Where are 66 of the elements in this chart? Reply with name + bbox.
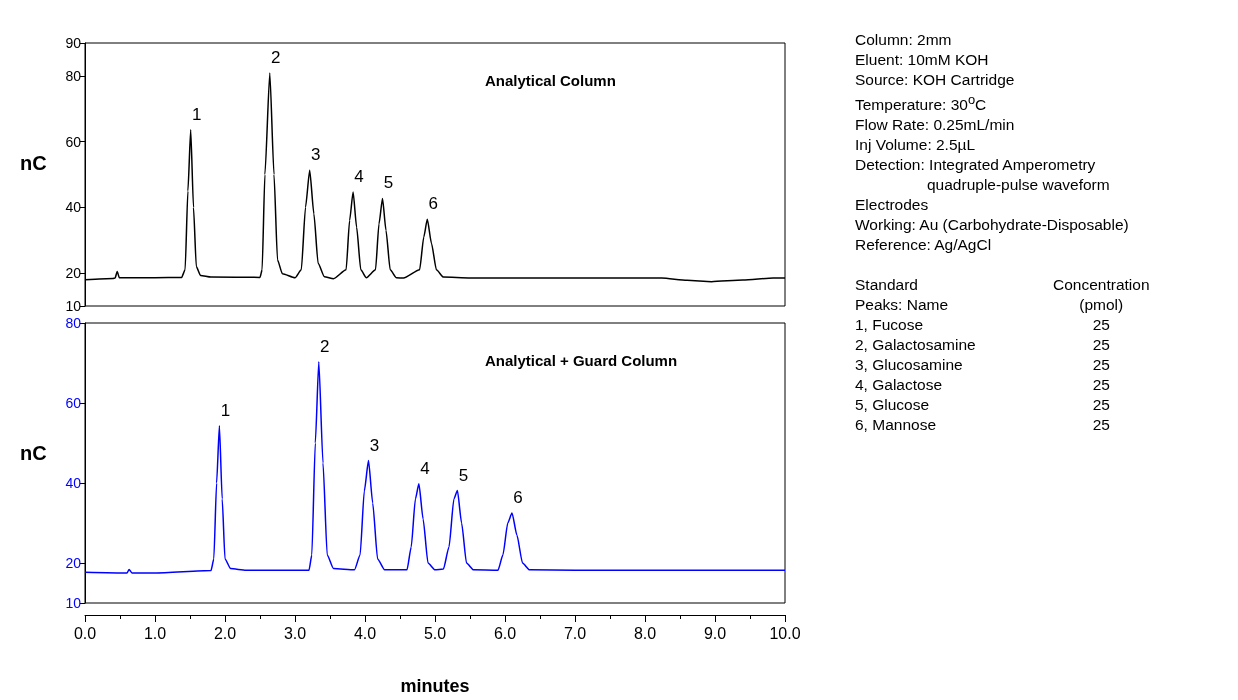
x-tick-label: 5.0 bbox=[423, 624, 447, 642]
x-tick-label: 1.0 bbox=[143, 624, 167, 642]
annotation: 1 bbox=[220, 400, 231, 420]
y-tick-label: 10 bbox=[65, 298, 82, 314]
text: 4, Galactose bbox=[855, 375, 944, 396]
annotation: 5 bbox=[458, 465, 469, 485]
text: Detection: Integrated Amperometry bbox=[855, 155, 1097, 176]
x-tick-label: 3.0 bbox=[283, 624, 307, 642]
text: 5, Glucose bbox=[855, 395, 931, 416]
text: Temperature: 30$^{o}$C bbox=[855, 91, 988, 116]
annotation: 2 bbox=[271, 47, 281, 67]
annotation: 5 bbox=[383, 173, 394, 193]
annotation: 6 bbox=[428, 194, 439, 214]
source-note: Source: KOH Cartridge bbox=[855, 70, 1016, 90]
y-tick-label: 80 bbox=[65, 315, 82, 331]
annotation: 3 bbox=[369, 435, 380, 455]
y-tick-label: 40 bbox=[65, 199, 82, 216]
x-tick-label: 7.0 bbox=[563, 624, 587, 642]
text: 25 bbox=[1091, 355, 1111, 376]
text: Reference: Ag/AgCl bbox=[855, 235, 993, 256]
text: 25 bbox=[1091, 335, 1111, 356]
y-tick-label: 60 bbox=[65, 395, 82, 411]
text: Eluent: 10mM KOH bbox=[855, 50, 990, 70]
x-tick-label: 6.0 bbox=[493, 624, 517, 642]
text: 3, Glucosamine bbox=[855, 355, 964, 376]
y-tick-label: 90 bbox=[65, 35, 82, 51]
text: Standard bbox=[855, 275, 919, 296]
annotation: 1 bbox=[191, 104, 202, 124]
text: Working: Au (Carbohydrate-Disposable) bbox=[855, 215, 1130, 236]
y-axis-title: nC bbox=[20, 442, 47, 465]
y-axis-title: nC bbox=[20, 152, 47, 175]
text: Concentration bbox=[1052, 275, 1150, 296]
y-tick-label: 40 bbox=[65, 475, 82, 491]
text: 1, Fucose bbox=[855, 315, 925, 336]
text: Column: 2mm bbox=[855, 30, 953, 50]
annotation: 3 bbox=[310, 145, 321, 165]
x-tick-label: 4.0 bbox=[353, 624, 377, 642]
text: Inj Volume: 2.5µL bbox=[855, 135, 977, 156]
annotation: 6 bbox=[513, 488, 523, 507]
x-tick-label: 10.0 bbox=[769, 624, 801, 642]
text: 25 bbox=[1091, 415, 1111, 436]
annotation: 2 bbox=[320, 336, 330, 356]
annotation: 4 bbox=[420, 458, 430, 478]
x-tick-label: 0.0 bbox=[73, 624, 97, 642]
annotation: 4 bbox=[354, 166, 364, 186]
text: Peaks: Name bbox=[855, 295, 950, 316]
annotation: Analytical Column bbox=[485, 72, 616, 89]
text: 2, Galactosamine bbox=[855, 335, 977, 356]
x-tick-label: 9.0 bbox=[703, 624, 727, 642]
text: Electrodes bbox=[855, 195, 930, 216]
text: Flow Rate: 0.25mL/min bbox=[855, 115, 1016, 136]
y-tick-label: 20 bbox=[65, 555, 82, 571]
annotation: Analytical + Guard Column bbox=[485, 352, 678, 369]
y-tick-label: 20 bbox=[65, 265, 82, 282]
y-tick-label: 80 bbox=[65, 67, 82, 84]
x-tick-label: 8.0 bbox=[633, 624, 657, 642]
x-tick-label: 2.0 bbox=[213, 624, 237, 642]
text: quadruple-pulse waveform bbox=[926, 175, 1111, 196]
text: (pmol) bbox=[1078, 295, 1125, 316]
y-tick-label: 60 bbox=[65, 133, 82, 150]
y-tick-label: 10 bbox=[65, 595, 82, 611]
text: 25 bbox=[1091, 315, 1111, 336]
text: 6, Mannose bbox=[855, 415, 937, 436]
text: 25 bbox=[1091, 375, 1111, 396]
text: 25 bbox=[1091, 395, 1111, 416]
x-axis-title: minutes bbox=[400, 676, 470, 696]
